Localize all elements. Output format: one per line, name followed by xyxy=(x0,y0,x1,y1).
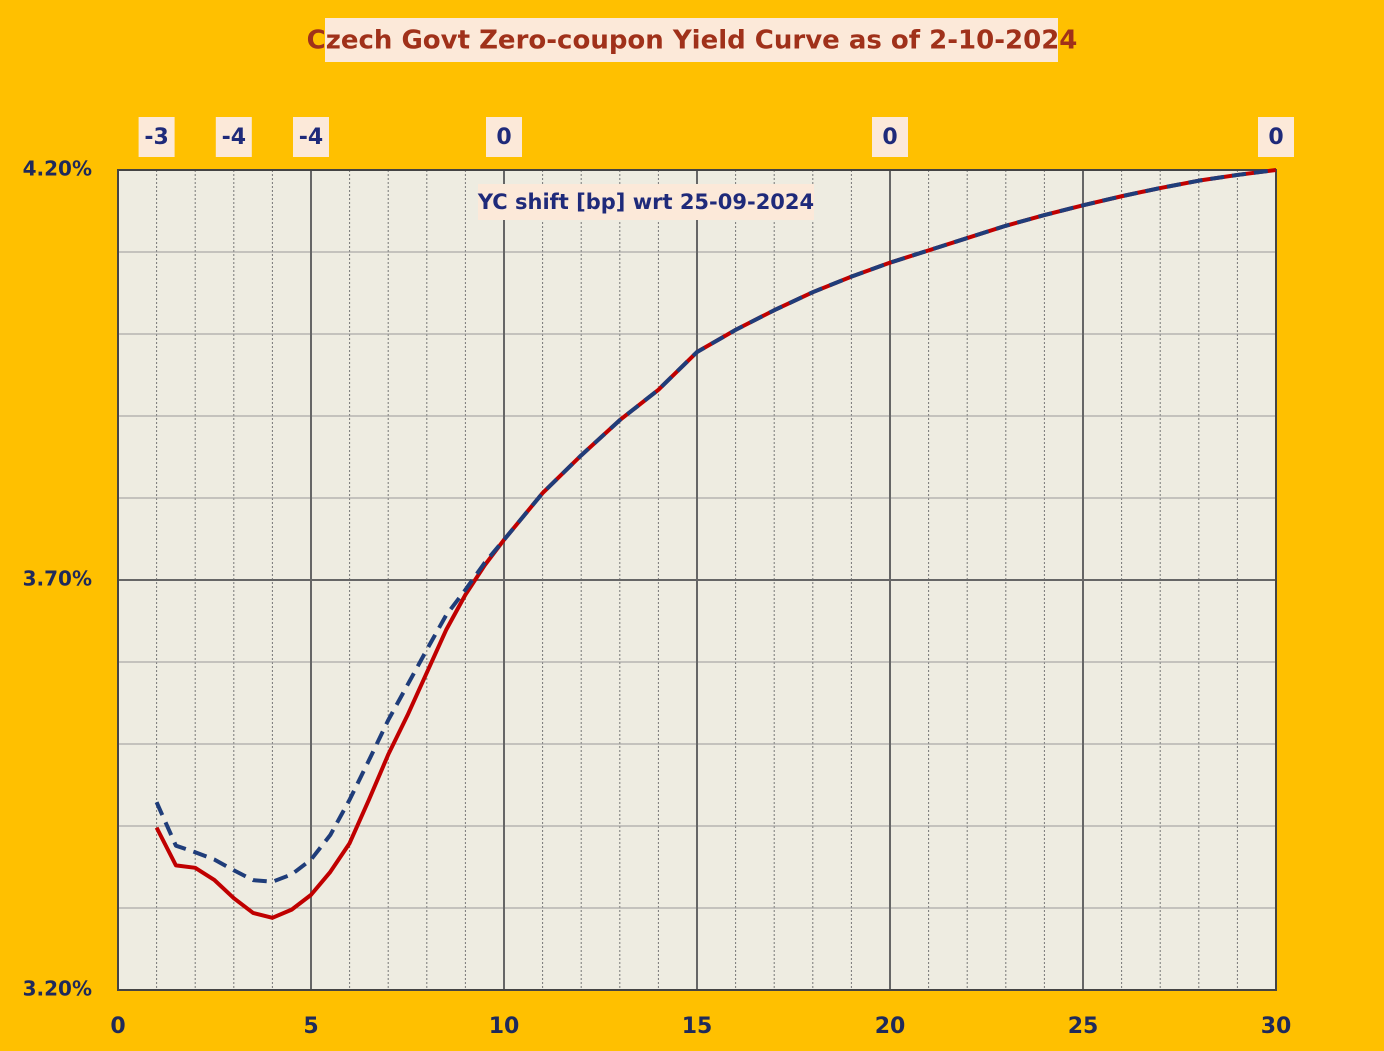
x-tick-label: 25 xyxy=(1068,1014,1099,1039)
shift-label-box xyxy=(486,117,522,157)
title-box xyxy=(325,18,1058,62)
x-tick-label: 0 xyxy=(110,1014,125,1039)
series-line xyxy=(154,168,1277,920)
shift-label: 0 xyxy=(496,125,511,150)
shift-label: -4 xyxy=(222,125,246,150)
plot-frame xyxy=(117,169,1277,991)
x-tick-label: 5 xyxy=(303,1014,318,1039)
annotation: YC shift [bp] wrt 25-09-2024 xyxy=(477,190,814,214)
series-line xyxy=(154,168,1277,884)
y-tick-label: 3.20% xyxy=(23,977,92,1001)
shift-label: 0 xyxy=(882,125,897,150)
annotation-box xyxy=(478,184,814,220)
shift-label-box xyxy=(872,117,908,157)
y-tick-label: 4.20% xyxy=(23,157,92,181)
x-tick-label: 10 xyxy=(489,1014,520,1039)
shift-label: -3 xyxy=(144,125,168,150)
shift-label-box xyxy=(293,117,329,157)
x-tick-label: 20 xyxy=(875,1014,906,1039)
y-tick-label: 3.70% xyxy=(23,567,92,591)
shift-label-box xyxy=(1258,117,1294,157)
chart-title: Czech Govt Zero-coupon Yield Curve as of… xyxy=(307,26,1078,56)
shift-label: 0 xyxy=(1268,125,1283,150)
shift-label-box xyxy=(215,117,252,157)
x-tick-label: 15 xyxy=(682,1014,713,1039)
shift-label-box xyxy=(138,117,175,157)
x-tick-label: 30 xyxy=(1261,1014,1292,1039)
shift-label: -4 xyxy=(299,125,323,150)
